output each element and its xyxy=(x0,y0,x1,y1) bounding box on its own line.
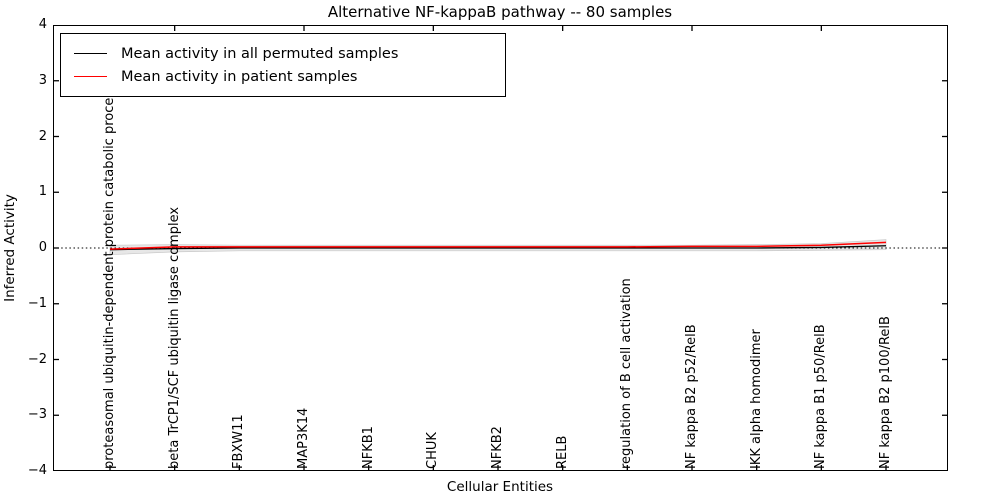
legend-label: Mean activity in all permuted samples xyxy=(121,45,399,62)
x-category-label: NF kappa B1 p50/RelB xyxy=(813,324,829,469)
legend-item: Mean activity in all permuted samples xyxy=(61,46,505,62)
x-category-label: NFKB1 xyxy=(360,426,376,469)
y-tick-label: 3 xyxy=(38,72,47,88)
x-category-label: regulation of B cell activation xyxy=(619,278,635,469)
y-tick-label: −4 xyxy=(27,463,47,478)
x-category-label: RELB xyxy=(554,435,570,469)
x-category-label: CHUK xyxy=(425,432,441,469)
legend-label: Mean activity in patient samples xyxy=(121,68,358,85)
x-category-label: beta TrCP1/SCF ubiquitin ligase complex xyxy=(166,206,182,469)
x-category-label: FBXW11 xyxy=(231,414,247,469)
series-line-permuted xyxy=(109,245,887,251)
x-category-label: MAP3K14 xyxy=(296,407,311,469)
y-tick-label: 0 xyxy=(38,240,47,255)
y-tick-label: 4 xyxy=(38,17,47,32)
x-category-label: IKK alpha homodimer xyxy=(748,329,764,469)
legend-line-swatch xyxy=(74,76,107,77)
y-tick-label: 2 xyxy=(38,128,47,144)
x-category-label: proteasomal ubiquitin-dependent protein … xyxy=(102,84,117,469)
y-tick-label: −1 xyxy=(27,295,47,311)
x-category-label: NFKB2 xyxy=(490,426,505,469)
x-axis-label: Cellular Entities xyxy=(446,479,554,495)
y-tick-label: −3 xyxy=(27,407,47,423)
plot-canvas xyxy=(53,25,948,471)
legend-line-swatch xyxy=(74,53,107,54)
x-category-label: NF kappa B2 p100/RelB xyxy=(878,316,893,469)
y-tick-label: 1 xyxy=(38,184,47,200)
legend: Mean activity in all permuted samples Mea… xyxy=(60,33,506,97)
chart-title: Alternative NF-kappaB pathway -- 80 samp… xyxy=(327,3,673,21)
series-line-patient xyxy=(109,241,887,250)
y-tick-label: −2 xyxy=(27,351,47,367)
legend-item: Mean activity in patient samples xyxy=(61,69,505,85)
x-category-label: NF kappa B2 p52/RelB xyxy=(684,324,699,469)
